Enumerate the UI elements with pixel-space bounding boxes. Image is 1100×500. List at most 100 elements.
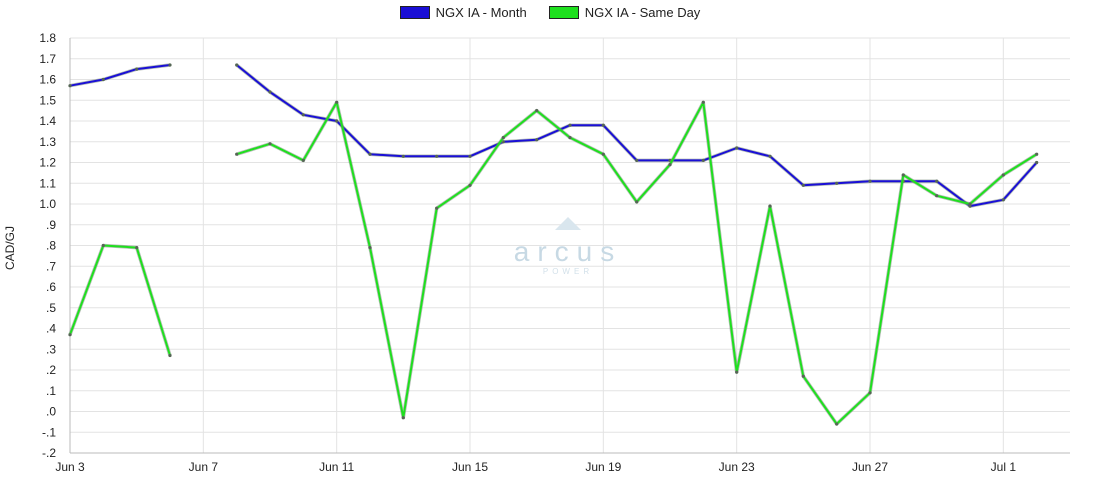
x-tick-label: Jun 7	[189, 460, 219, 474]
series-month-point	[68, 84, 72, 88]
series-month-point	[135, 67, 139, 71]
series-month-point	[635, 158, 639, 162]
y-tick-label: -.1	[42, 425, 56, 439]
y-tick-label: .9	[46, 218, 56, 232]
series-same-day-point	[101, 243, 105, 248]
x-tick-label: Jun 3	[55, 460, 85, 474]
x-tick-label: Jun 19	[585, 460, 621, 474]
series-month-point	[168, 63, 172, 67]
y-tick-label: .6	[46, 280, 56, 294]
y-axis-ticks: 1.8 1.7 1.6 1.5 1.4 1.3 1.2 1.1 1.0 .9 .8 .7 .6 .5 .4.…	[39, 31, 56, 460]
series-month-point	[1001, 198, 1005, 202]
y-axis-label: CAD/GJ	[3, 226, 17, 270]
y-tick-label: .0	[46, 405, 56, 419]
x-tick-label: Jun 23	[719, 460, 755, 474]
legend-item-same-day[interactable]: NGX IA - Same Day	[548, 5, 701, 20]
series-same-day-point	[268, 142, 272, 146]
series-month-point	[101, 77, 105, 82]
series-same-day-point	[801, 374, 805, 378]
watermark-subtext: POWER	[543, 267, 593, 276]
x-tick-label: Jun 11	[319, 460, 354, 474]
series-same-day-line	[236, 101, 1038, 425]
series-same-day-point	[68, 333, 72, 337]
series-same-day-point	[335, 100, 339, 104]
series-same-day-point	[968, 202, 972, 206]
series-month-point	[801, 183, 805, 187]
series-month-line	[69, 64, 171, 87]
series-same-day-point	[935, 194, 939, 198]
series-month-point	[535, 138, 539, 142]
legend-item-month[interactable]: NGX IA - Month	[399, 5, 527, 20]
series-month-point	[1035, 160, 1039, 165]
y-tick-label: -.2	[42, 446, 56, 460]
series-same-day-point	[668, 163, 672, 167]
y-tick-label: .7	[46, 259, 56, 273]
y-tick-label: .4	[46, 322, 56, 336]
series-same-day-point	[901, 173, 905, 177]
axes	[69, 38, 1070, 454]
series-same-day-point	[368, 246, 372, 250]
y-tick-label: 1.5	[39, 93, 56, 107]
y-tick-label: 1.2	[39, 156, 56, 170]
series-month-point	[401, 154, 405, 158]
series-month-point	[301, 113, 305, 117]
x-tick-label: Jul 1	[991, 460, 1017, 474]
series-same-day-point	[401, 416, 405, 420]
grid	[69, 37, 1070, 454]
y-tick-label: 1.3	[39, 135, 56, 149]
series-same-day-point	[701, 100, 705, 104]
series-same-day-point	[501, 136, 505, 140]
y-tick-label: 1.0	[39, 197, 56, 211]
series-month-point	[601, 123, 605, 127]
y-tick-label: .3	[46, 342, 56, 356]
legend-label-same-day: NGX IA - Same Day	[584, 5, 701, 20]
series-month	[68, 63, 1039, 208]
series-same-day-point	[868, 391, 872, 395]
x-tick-label: Jun 15	[452, 460, 488, 474]
series-same-day-point	[468, 183, 472, 187]
x-tick-label: Jun 27	[852, 460, 888, 474]
series-month-point	[368, 152, 372, 156]
series-same-day	[68, 100, 1039, 426]
series-same-day-line	[69, 244, 171, 356]
series-same-day-point	[835, 422, 839, 426]
series-month-point	[268, 90, 272, 94]
series-month-point	[768, 154, 772, 158]
series-month-point	[435, 154, 439, 158]
series-same-day-point	[435, 206, 439, 210]
y-tick-label: .8	[46, 239, 56, 253]
series-same-day-point	[635, 200, 639, 204]
series-month-point	[935, 179, 939, 183]
series-same-day-point	[768, 204, 772, 208]
series-month-point	[568, 123, 572, 127]
y-tick-label: .1	[46, 384, 56, 398]
series-same-day-point	[235, 152, 239, 156]
series-same-day-point	[601, 152, 605, 156]
legend-swatch-same-day	[548, 6, 579, 19]
y-tick-label: 1.8	[39, 31, 56, 45]
series-month-point	[868, 179, 872, 183]
series-same-day-point	[135, 246, 139, 250]
x-axis-ticks: Jun 3 Jun 7 Jun 11 Jun 15 Jun 19 Jun 23 Jun 27…	[55, 460, 1016, 474]
legend-swatch-month	[399, 6, 430, 19]
y-tick-label: 1.6	[39, 73, 56, 87]
arcus-watermark: arcus POWER	[514, 217, 622, 276]
y-tick-label: .5	[46, 301, 56, 315]
series-month-point	[235, 63, 239, 67]
series-month-point	[835, 181, 839, 185]
series-lines	[68, 63, 1039, 426]
y-tick-label: .2	[46, 363, 56, 377]
series-same-day-point	[568, 136, 572, 140]
series-month-point	[701, 158, 705, 162]
watermark-text: arcus	[514, 236, 622, 267]
series-same-day-point	[168, 353, 172, 358]
series-same-day-point	[301, 158, 305, 162]
series-month-point	[468, 154, 472, 158]
legend: NGX IA - Month NGX IA - Same Day	[0, 5, 1100, 20]
series-same-day-point	[1001, 173, 1005, 177]
series-same-day-point	[735, 370, 739, 374]
y-tick-label: 1.4	[39, 114, 56, 128]
series-same-day-point	[1035, 152, 1039, 156]
